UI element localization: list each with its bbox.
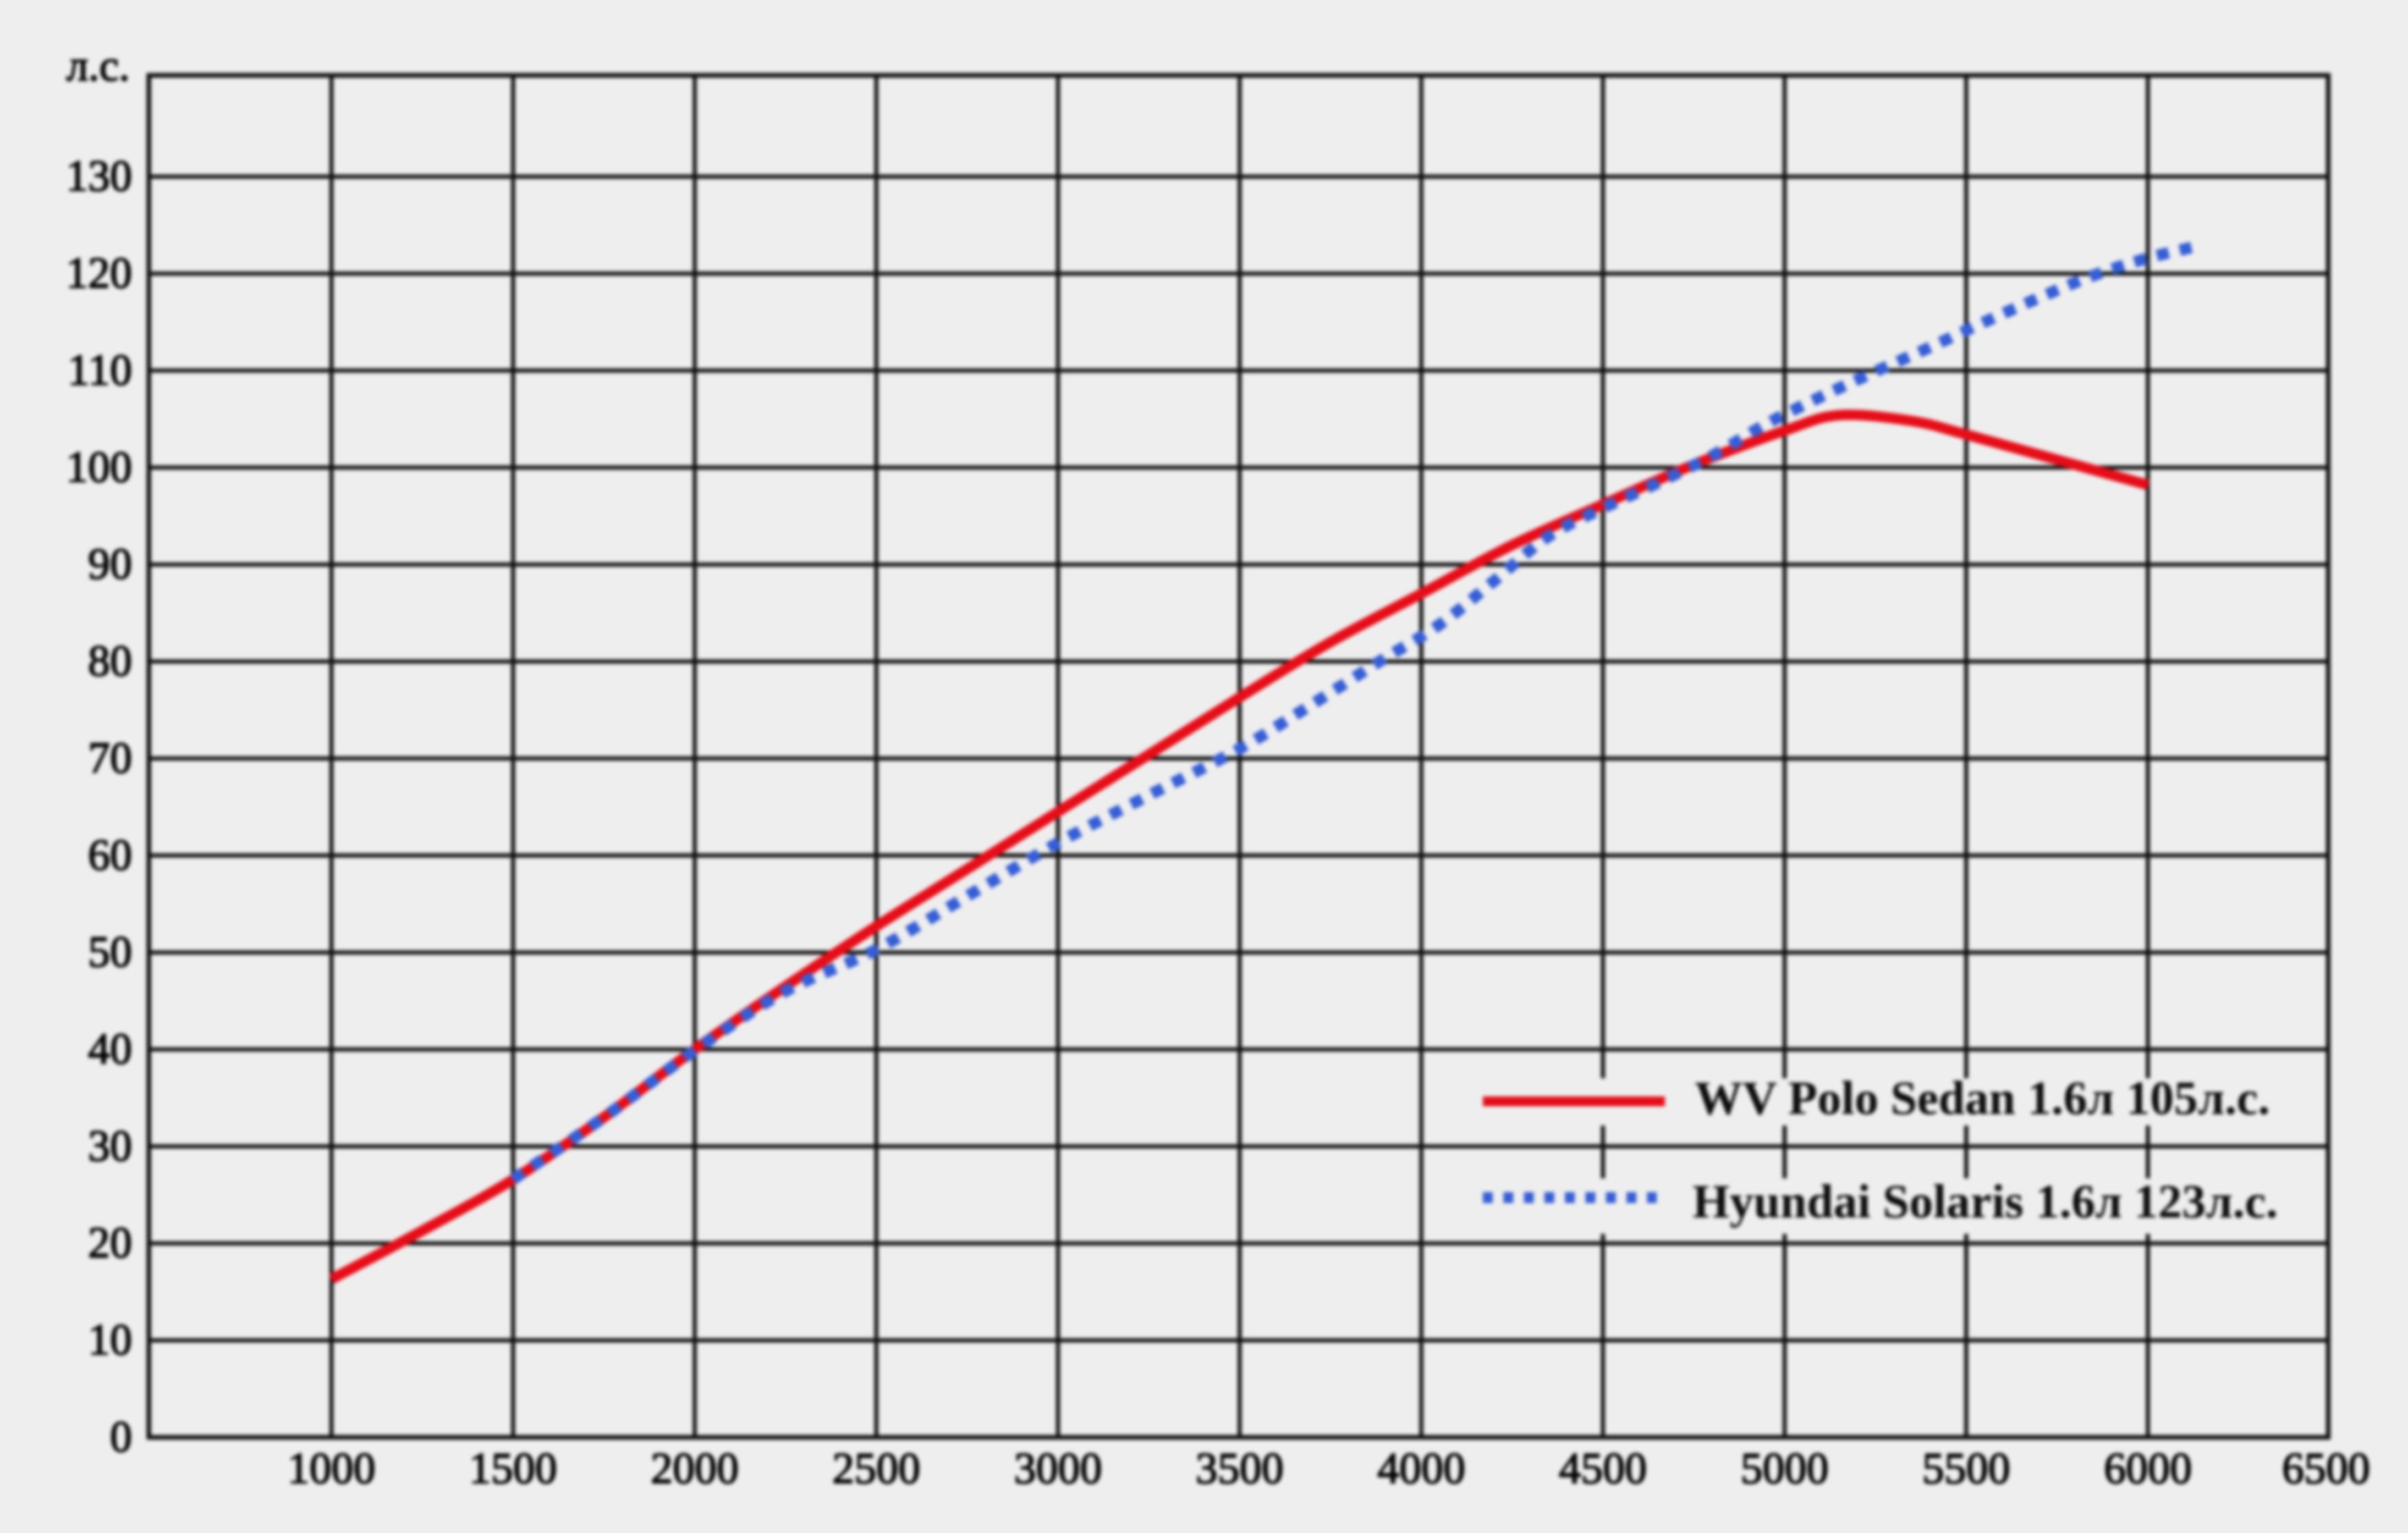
svg-text:70: 70 bbox=[88, 734, 132, 782]
svg-text:Hyundai Solaris 1.6л 123л.с.: Hyundai Solaris 1.6л 123л.с. bbox=[1692, 1174, 2278, 1228]
svg-text:л.с.: л.с. bbox=[67, 42, 130, 90]
svg-text:0: 0 bbox=[110, 1413, 132, 1462]
svg-text:40: 40 bbox=[88, 1025, 132, 1073]
svg-text:10: 10 bbox=[88, 1316, 132, 1364]
svg-text:100: 100 bbox=[66, 443, 132, 492]
svg-text:60: 60 bbox=[88, 831, 132, 879]
svg-text:5000: 5000 bbox=[1741, 1444, 1829, 1493]
svg-text:WV Polo Sedan 1.6л 105л.с.: WV Polo Sedan 1.6л 105л.с. bbox=[1695, 1071, 2270, 1124]
svg-text:4000: 4000 bbox=[1377, 1444, 1465, 1493]
svg-text:3500: 3500 bbox=[1196, 1444, 1284, 1493]
svg-text:90: 90 bbox=[88, 540, 132, 588]
svg-text:30: 30 bbox=[88, 1122, 132, 1170]
svg-text:2500: 2500 bbox=[832, 1444, 920, 1493]
svg-text:3000: 3000 bbox=[1014, 1444, 1102, 1493]
svg-text:5500: 5500 bbox=[1922, 1444, 2010, 1493]
svg-text:80: 80 bbox=[88, 637, 132, 686]
svg-text:6000: 6000 bbox=[2104, 1444, 2192, 1493]
svg-text:4500: 4500 bbox=[1559, 1444, 1647, 1493]
svg-text:130: 130 bbox=[66, 152, 132, 201]
svg-text:50: 50 bbox=[88, 928, 132, 977]
svg-text:120: 120 bbox=[66, 249, 132, 297]
svg-text:20: 20 bbox=[88, 1219, 132, 1267]
svg-text:110: 110 bbox=[68, 346, 132, 394]
svg-text:2000: 2000 bbox=[651, 1444, 739, 1493]
svg-text:1500: 1500 bbox=[469, 1444, 557, 1493]
svg-text:1000: 1000 bbox=[288, 1444, 376, 1493]
svg-text:6500: 6500 bbox=[2282, 1444, 2370, 1493]
